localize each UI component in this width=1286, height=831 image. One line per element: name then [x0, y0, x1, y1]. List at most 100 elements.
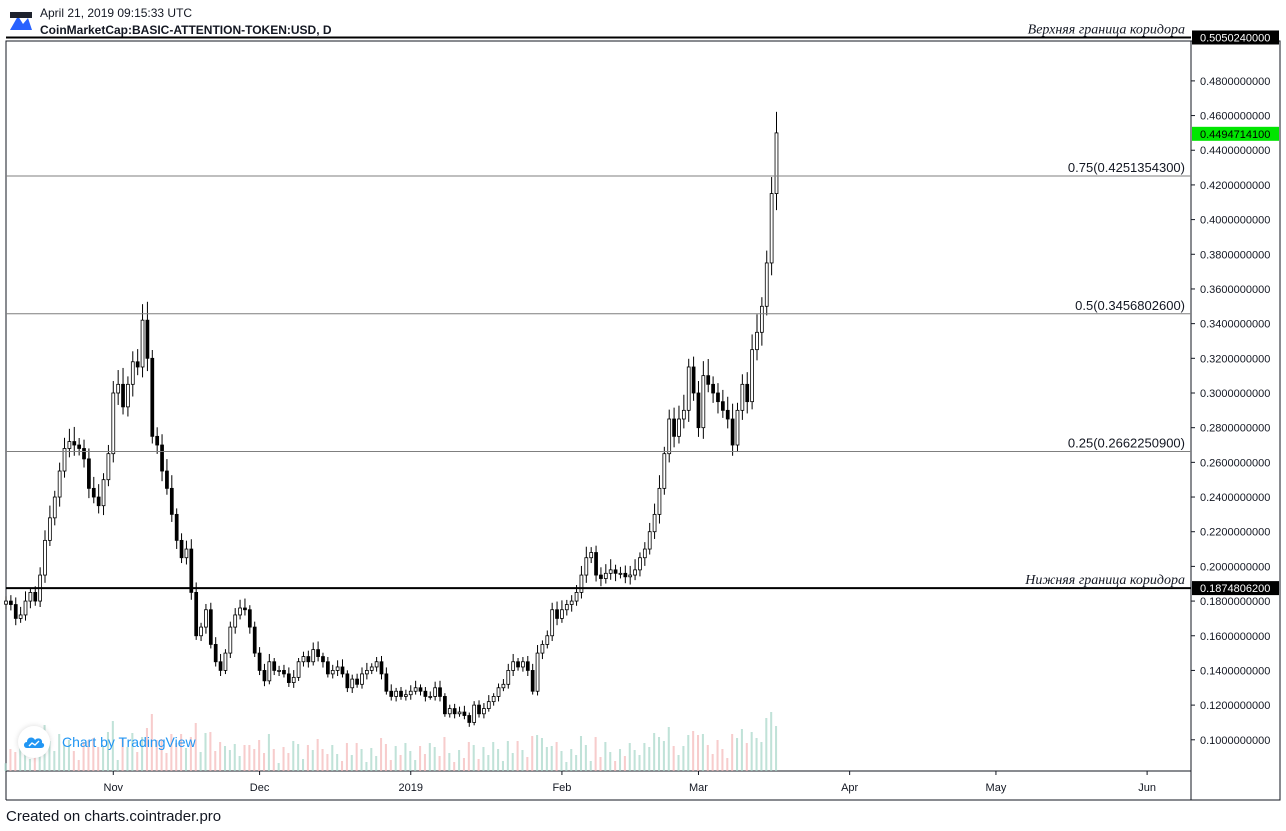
volume-bar: [711, 754, 714, 771]
candle-body: [706, 375, 711, 385]
y-tick-label: 0.3600000000: [1200, 284, 1270, 296]
volume-bar: [584, 745, 587, 771]
y-tick-label: 0.2400000000: [1200, 492, 1270, 504]
volume-bar: [19, 744, 22, 771]
candle-body: [711, 383, 715, 394]
volume-bar: [136, 752, 139, 771]
candle-body: [150, 357, 155, 437]
volume-bar: [423, 754, 426, 771]
volume-bar: [48, 741, 51, 771]
volume-bar: [623, 756, 626, 771]
candle-body: [569, 600, 574, 605]
volume-bar: [770, 712, 773, 771]
volume-bar: [482, 747, 485, 771]
volume-bar: [72, 751, 75, 771]
candle-body: [330, 670, 335, 675]
candle-body: [43, 539, 47, 576]
candle-body: [340, 666, 345, 675]
level-label: Нижняя граница коридора: [1024, 573, 1185, 588]
footer-credit: Created on charts.cointrader.pro: [6, 808, 222, 825]
candle-body: [394, 690, 398, 697]
volume-bar: [262, 753, 266, 771]
level-price-label: 0.1874806200: [1200, 583, 1270, 595]
candle-body: [443, 696, 447, 715]
current-price-label: 0.4494714100: [1200, 129, 1270, 141]
volume-bar: [116, 760, 119, 771]
candle-body: [760, 305, 764, 333]
volume-bar: [150, 714, 153, 771]
volume-bar: [389, 760, 392, 771]
candle-body: [23, 600, 28, 616]
candle-body: [67, 441, 72, 449]
volume-bar: [238, 756, 241, 771]
candle-body: [223, 652, 228, 671]
volume-bar: [145, 728, 149, 771]
volume-bar: [97, 747, 100, 771]
candle-body: [169, 487, 174, 515]
candle-body: [540, 644, 545, 654]
volume-bar: [394, 746, 397, 771]
volume-bar: [467, 742, 470, 771]
candle-body: [399, 690, 403, 697]
volume-bar: [419, 746, 422, 771]
candle-body: [638, 557, 642, 571]
y-tick-label: 0.4200000000: [1200, 180, 1270, 192]
level-label: Верхняя граница коридора: [1028, 22, 1185, 37]
candle-body: [423, 690, 428, 697]
candle-body: [355, 678, 359, 685]
candle-body: [301, 656, 306, 663]
candle-body: [438, 687, 442, 697]
candle-body: [28, 592, 33, 602]
volume-bar: [184, 748, 188, 771]
volume-bar: [540, 738, 544, 771]
volume-bar: [614, 761, 617, 771]
volume-bar: [589, 761, 592, 771]
candle-body: [716, 392, 720, 403]
volume-bar: [87, 740, 90, 771]
volume-bar: [292, 741, 295, 771]
candle-body: [218, 661, 223, 671]
volume-bar: [321, 749, 324, 771]
candle-body: [755, 331, 759, 351]
volume-bar: [760, 742, 763, 771]
candle-body: [696, 392, 701, 429]
volume-bar: [536, 735, 539, 771]
candle-body: [633, 569, 637, 576]
volume-bar: [102, 746, 105, 771]
tradingview-logo-icon: [10, 12, 32, 30]
tradingview-watermark[interactable]: Chart by TradingView: [18, 726, 196, 758]
candle-body: [564, 604, 569, 611]
volume-bar: [258, 740, 261, 771]
candle-body: [720, 401, 725, 411]
volume-bar: [355, 743, 358, 771]
volume-bar: [672, 746, 675, 771]
candle-body: [101, 479, 106, 507]
volume-bar: [28, 759, 31, 771]
volume-bar: [345, 743, 348, 771]
candle-body: [91, 487, 96, 498]
volume-bar: [380, 738, 383, 771]
candle-body: [335, 666, 340, 671]
volume-bar: [155, 740, 158, 771]
y-tick-label: 0.2800000000: [1200, 423, 1270, 435]
candle-body: [111, 392, 116, 455]
plot-area: [5, 40, 1192, 772]
candle-body: [462, 711, 467, 716]
volume-bar: [594, 737, 597, 771]
y-tick-label: 0.2200000000: [1200, 527, 1270, 539]
volume-bar: [740, 729, 743, 771]
candle-body: [48, 517, 52, 541]
volume-bar: [516, 741, 519, 771]
candle-body: [238, 607, 242, 616]
volume-bar: [628, 743, 631, 771]
candle-body: [560, 609, 564, 619]
level-price-label: 0.5050240000: [1200, 32, 1270, 44]
candle-body: [725, 409, 730, 420]
candle-body: [667, 418, 672, 455]
candle-body: [467, 715, 472, 723]
volume-bar: [67, 740, 70, 771]
candle-body: [501, 683, 506, 689]
volume-bar: [531, 736, 534, 771]
volume-bar: [765, 718, 768, 771]
